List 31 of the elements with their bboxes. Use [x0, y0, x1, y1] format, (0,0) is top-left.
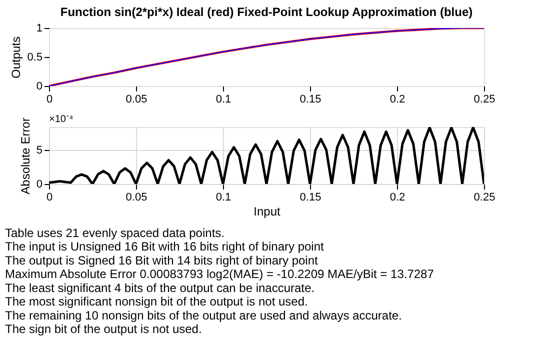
text: The most significant nonsign bit of the output is not used.: [5, 294, 308, 309]
x-tick-label: 0.1: [216, 94, 232, 106]
y-axis-title: Outputs: [9, 36, 24, 79]
text: Table uses 21 evenly spaced data points.: [5, 226, 224, 240]
x-tick-label: 0.05: [126, 94, 148, 106]
text: The sign bit of the output is not used.: [5, 322, 202, 336]
text: The input is Unsigned 16 Bit with 16 bits right of binary point: [5, 240, 325, 254]
chart-title: Function sin(2*pi*x) Ideal (red) Fixed-Point Lookup Approximation (blue): [60, 5, 473, 19]
x-tick-label: 0: [46, 192, 53, 204]
text: Maximum Absolute Error 0.00083793 log2(MAE) = -10.2209 MAE/yBit = 13.7287: [5, 267, 434, 282]
x-tick-label: 0: [46, 94, 53, 106]
text: The least significant 4 bits of the output can be inaccurate.: [5, 280, 315, 295]
text: The remaining 10 nonsign bits of the output are used and always accurate.: [5, 308, 402, 322]
text: The output is Signed 16 Bit with 14 bits right of binary point: [5, 253, 319, 268]
x-tick-label: 0.2: [390, 94, 406, 106]
line-series: [49, 28, 484, 86]
y-tick-label: 0.5: [27, 52, 42, 64]
x-tick-label: 0.1: [216, 192, 232, 204]
y-tick-label: 5: [36, 144, 42, 156]
x-tick-label: 0.05: [126, 192, 148, 204]
text: ×10⁻⁴: [49, 114, 74, 125]
x-tick-label: 0.15: [300, 94, 322, 106]
y-tick-label: 0: [36, 178, 42, 190]
x-tick-label: 0.25: [474, 94, 496, 106]
y-axis-title: Absolute Error: [18, 118, 32, 194]
x-tick-label: 0.15: [300, 192, 322, 204]
y-tick-label: 1: [36, 22, 42, 34]
x-tick-label: 0.25: [474, 192, 496, 204]
x-tick-label: 0.2: [390, 192, 406, 204]
y-tick-label: 0: [36, 80, 42, 92]
x-axis-title: Input: [254, 204, 282, 218]
